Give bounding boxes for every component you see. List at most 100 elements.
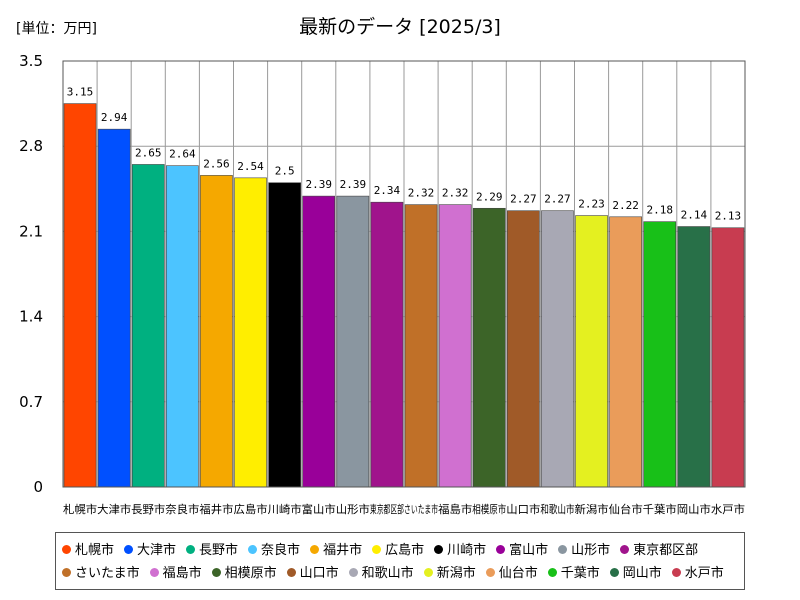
legend-item: 福島市: [149, 562, 202, 581]
legend-label: 札幌市: [75, 543, 115, 558]
bar-value-label: 2.39: [340, 178, 367, 191]
bar: [643, 221, 677, 488]
bar-value-label: 2.27: [544, 193, 571, 206]
legend-marker: [558, 545, 568, 554]
legend-marker: [485, 568, 495, 577]
legend-item: 広島市: [372, 539, 424, 558]
legend-label: 福島市: [162, 566, 202, 581]
x-category-label: 札幌市: [63, 502, 97, 516]
legend-item: 水戸市: [671, 562, 724, 581]
legend-item: 川崎市: [434, 539, 486, 558]
legend-item: 山口市: [286, 562, 339, 581]
legend-marker: [62, 545, 71, 554]
legend-label: 岡山市: [622, 566, 662, 581]
y-tick-label: 0.7: [19, 393, 43, 411]
legend-marker: [62, 568, 71, 577]
bar: [609, 216, 642, 488]
legend-item: 山形市: [558, 539, 610, 558]
y-tick-label: 1.4: [19, 308, 43, 326]
bar-value-label: 2.39: [306, 178, 333, 191]
value-labels: 3.15 2.94 2.65 2.64 2.56 2.54 2.5 2.39 2.39 2.34 2…: [67, 86, 741, 223]
legend-marker: [211, 568, 221, 577]
legend-label: さいたま市: [75, 566, 140, 581]
bar: [575, 215, 608, 488]
x-category-label: 広島市: [234, 502, 268, 516]
bar-value-label: 2.34: [374, 184, 401, 197]
legend-label: 東京都区部: [633, 543, 699, 558]
x-category-label: 福井市: [199, 502, 233, 516]
legend-label: 仙台市: [498, 566, 538, 581]
x-category-label: 福島市: [438, 502, 472, 516]
bar-chart: 0 0.7 1.4 2.1 2.8 3.5 3.15 2.94 2.65 2.64 2.56 2.5…: [19, 52, 746, 516]
legend-marker: [372, 545, 382, 554]
x-category-label: 相模原市: [472, 502, 506, 516]
category-labels: 札幌市 大津市 長野市 奈良市 福井市 広島市 川崎市 富山市 山形市 東京都区部さいたま市福島市…: [63, 502, 745, 516]
bar-value-label: 2.18: [647, 204, 674, 217]
legend-label: 新潟市: [436, 566, 476, 581]
bar-value-label: 2.32: [408, 187, 435, 200]
legend-item: 富山市: [496, 539, 548, 558]
legend-item: 東京都区部: [620, 539, 698, 558]
bar: [472, 207, 506, 488]
legend-label: 相模原市: [224, 566, 277, 581]
x-category-label: さいたま市: [404, 502, 438, 516]
x-category-label: 奈良市: [165, 502, 199, 516]
y-tick-label: 2.8: [19, 137, 43, 155]
legend-label: 富山市: [509, 543, 549, 558]
legend-item: さいたま市: [62, 562, 140, 581]
bar: [438, 204, 472, 488]
bar: [370, 201, 404, 488]
legend-marker: [423, 568, 433, 577]
bar: [234, 177, 267, 488]
chart-title: 最新のデータ [2025/3]: [299, 16, 501, 38]
bar-value-label: 2.65: [135, 146, 162, 159]
x-category-label: 長野市: [131, 502, 165, 516]
bar-value-label: 2.13: [715, 210, 742, 223]
bar: [166, 165, 199, 488]
bar: [131, 164, 165, 488]
legend-marker: [348, 568, 358, 577]
legend-item: 大津市: [124, 539, 176, 558]
legend-marker: [286, 568, 296, 577]
legend-marker: [547, 568, 557, 577]
legend-item: 千葉市: [547, 562, 600, 581]
bars: [63, 103, 745, 488]
y-tick-label: 0: [33, 478, 43, 496]
legend-item: 仙台市: [485, 562, 538, 581]
legend-label: 長野市: [199, 543, 239, 558]
bar-value-label: 3.15: [67, 86, 94, 99]
legend-label: 山形市: [571, 543, 611, 558]
legend-item: 和歌山市: [348, 562, 414, 581]
legend-item: 奈良市: [248, 539, 300, 558]
legend-marker: [609, 568, 619, 577]
bar: [711, 227, 745, 488]
x-category-label: 富山市: [302, 502, 336, 516]
x-category-label: 千葉市: [643, 502, 677, 516]
x-category-label: 水戸市: [711, 502, 745, 516]
legend-marker: [149, 568, 159, 577]
legend-label: 大津市: [137, 543, 177, 558]
legend-label: 水戸市: [684, 566, 724, 581]
bar: [404, 204, 438, 488]
bar: [63, 103, 97, 488]
bar-value-label: 2.94: [101, 111, 128, 124]
bar-value-label: 2.56: [203, 157, 230, 170]
bar: [336, 195, 370, 488]
bar-value-label: 2.54: [237, 160, 264, 173]
legend-item: 長野市: [186, 539, 238, 558]
legend-label: 福井市: [323, 543, 363, 558]
legend-label: 川崎市: [447, 543, 487, 558]
x-category-label: 岡山市: [677, 502, 711, 516]
legend-marker: [671, 568, 681, 577]
bar: [541, 210, 574, 488]
y-tick-label: 3.5: [19, 52, 43, 70]
legend-marker: [620, 545, 630, 554]
bar-value-label: 2.27: [510, 193, 537, 206]
legend-marker: [248, 545, 258, 554]
bar-value-label: 2.5: [275, 165, 295, 178]
bar-value-label: 2.14: [681, 209, 708, 222]
legend-marker: [310, 545, 320, 554]
bar-value-label: 2.32: [442, 187, 469, 200]
unit-label: [単位：万円]: [16, 21, 97, 37]
bar: [677, 226, 711, 488]
